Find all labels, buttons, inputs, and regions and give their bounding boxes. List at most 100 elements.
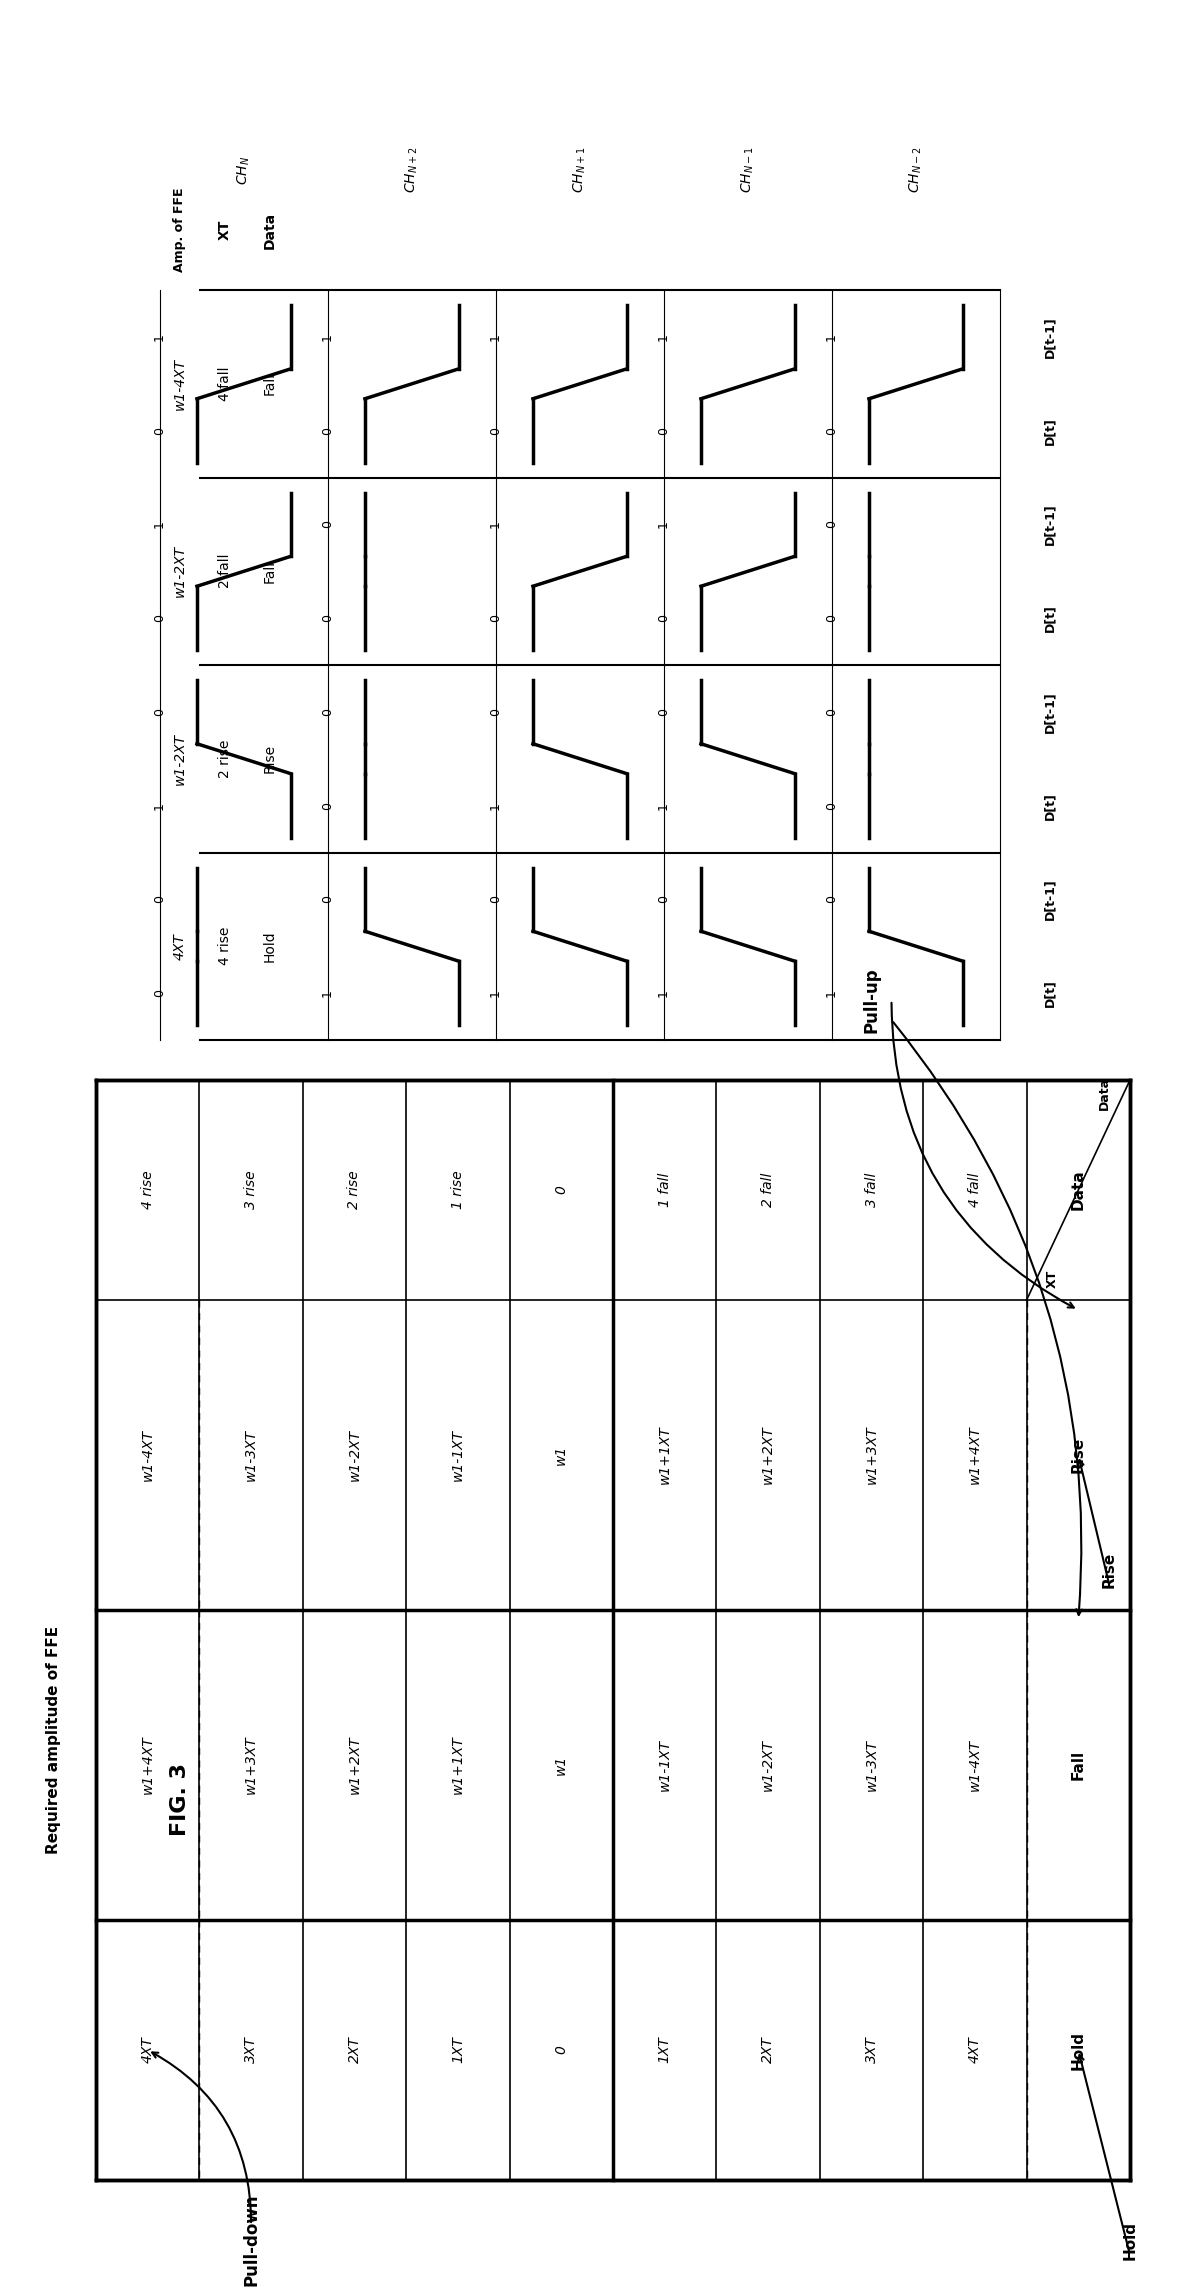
Text: 1: 1 [825,332,838,342]
Text: 1: 1 [489,802,502,809]
Text: Required amplitude of FFE: Required amplitude of FFE [45,1625,61,1854]
Text: 4 rise: 4 rise [141,1171,154,1210]
Text: 4 fall: 4 fall [218,367,232,401]
Text: 1: 1 [657,332,670,342]
Text: D[t-1]: D[t-1] [1043,316,1056,358]
Text: 1: 1 [321,332,334,342]
Text: Rise: Rise [1070,1437,1086,1474]
Text: $CH_{N-1}$: $CH_{N-1}$ [740,147,756,193]
Text: FIG. 3: FIG. 3 [170,1763,190,1836]
Text: $CH_{N-2}$: $CH_{N-2}$ [908,147,925,193]
Text: Amp. of FFE: Amp. of FFE [173,188,187,273]
Text: 0: 0 [657,896,670,903]
Text: 4XT: 4XT [173,933,187,960]
Text: 0: 0 [825,614,838,621]
Text: 1: 1 [489,520,502,529]
Text: $CH_{N+1}$: $CH_{N+1}$ [572,147,588,193]
Text: 4 fall: 4 fall [968,1174,982,1208]
Text: 4XT: 4XT [141,2038,154,2063]
Text: 3 rise: 3 rise [244,1171,258,1210]
Text: 1XT: 1XT [658,2038,672,2063]
Text: w1-2XT: w1-2XT [348,1428,361,1481]
Text: w1+4XT: w1+4XT [968,1426,982,1485]
Text: 0: 0 [554,2044,568,2054]
Text: 0: 0 [825,802,838,809]
Text: 0: 0 [657,614,670,621]
Text: 2 rise: 2 rise [218,740,232,777]
Text: D[t]: D[t] [1043,605,1056,633]
Text: w1+3XT: w1+3XT [865,1426,879,1485]
Text: 1: 1 [825,990,838,997]
Text: 0: 0 [321,708,334,715]
Text: 0: 0 [657,426,670,435]
Text: D[t-1]: D[t-1] [1043,878,1056,921]
Text: w1-2XT: w1-2XT [173,733,187,784]
Text: Rise: Rise [263,745,277,772]
Text: D[t]: D[t] [1043,979,1056,1006]
Text: 0: 0 [489,614,502,621]
Text: 0: 0 [153,426,166,435]
Text: w1-4XT: w1-4XT [141,1428,154,1481]
Text: 1: 1 [153,332,166,342]
Text: 0: 0 [825,520,838,529]
Text: Pull-up: Pull-up [862,967,880,1034]
Text: 0: 0 [825,708,838,715]
Text: 2XT: 2XT [348,2038,361,2063]
Text: 1 fall: 1 fall [658,1174,672,1208]
Text: w1-1XT: w1-1XT [451,1428,465,1481]
Text: 3XT: 3XT [865,2038,879,2063]
Text: D[t-1]: D[t-1] [1043,690,1056,733]
Text: w1+1XT: w1+1XT [451,1735,465,1795]
Text: XT: XT [1046,1270,1058,1288]
Text: Hold: Hold [1070,2031,1086,2070]
Text: 1: 1 [657,990,670,997]
Text: 0: 0 [489,426,502,435]
Text: Data: Data [1070,1169,1086,1210]
Text: w1-2XT: w1-2XT [173,545,187,598]
Text: XT: XT [218,220,232,241]
Text: 1XT: 1XT [451,2038,465,2063]
Text: w1-2XT: w1-2XT [761,1740,775,1790]
Text: Hold: Hold [1123,2221,1137,2260]
Text: 0: 0 [153,990,166,997]
Text: w1+1XT: w1+1XT [658,1426,672,1485]
Text: w1+4XT: w1+4XT [141,1735,154,1795]
Text: 0: 0 [825,896,838,903]
Text: w1-1XT: w1-1XT [658,1740,672,1790]
Text: 4 rise: 4 rise [218,926,232,965]
Text: D[t]: D[t] [1043,417,1056,445]
Text: 0: 0 [657,708,670,715]
Text: 1: 1 [153,520,166,529]
Text: w1-3XT: w1-3XT [244,1428,258,1481]
Text: w1: w1 [554,1756,568,1774]
Text: 0: 0 [153,614,166,621]
Text: 3XT: 3XT [244,2038,258,2063]
Text: 1: 1 [321,990,334,997]
Text: 0: 0 [153,896,166,903]
Text: 0: 0 [153,708,166,715]
Text: 0: 0 [489,896,502,903]
Text: Hold: Hold [263,931,277,963]
Text: D[t]: D[t] [1043,791,1056,821]
Text: w1+3XT: w1+3XT [244,1735,258,1795]
Text: D[t-1]: D[t-1] [1043,504,1056,545]
Text: Data: Data [1098,1077,1111,1109]
Text: 0: 0 [321,520,334,529]
Text: 1: 1 [657,520,670,529]
Text: 3 fall: 3 fall [865,1174,879,1208]
Text: 0: 0 [321,896,334,903]
Text: $CH_{N+2}$: $CH_{N+2}$ [404,147,420,193]
Text: 1: 1 [489,332,502,342]
Text: w1-3XT: w1-3XT [865,1740,879,1790]
Text: $CH_N$: $CH_N$ [236,156,252,186]
Text: 2 fall: 2 fall [761,1174,775,1208]
Text: 1 rise: 1 rise [451,1171,465,1210]
Text: 0: 0 [321,802,334,809]
Text: Data: Data [263,211,277,248]
Text: Rise: Rise [1102,1552,1117,1588]
Text: w1+2XT: w1+2XT [761,1426,775,1485]
Text: 1: 1 [153,802,166,809]
Text: 0: 0 [321,426,334,435]
Text: 2 rise: 2 rise [348,1171,361,1210]
Text: w1+2XT: w1+2XT [348,1735,361,1795]
